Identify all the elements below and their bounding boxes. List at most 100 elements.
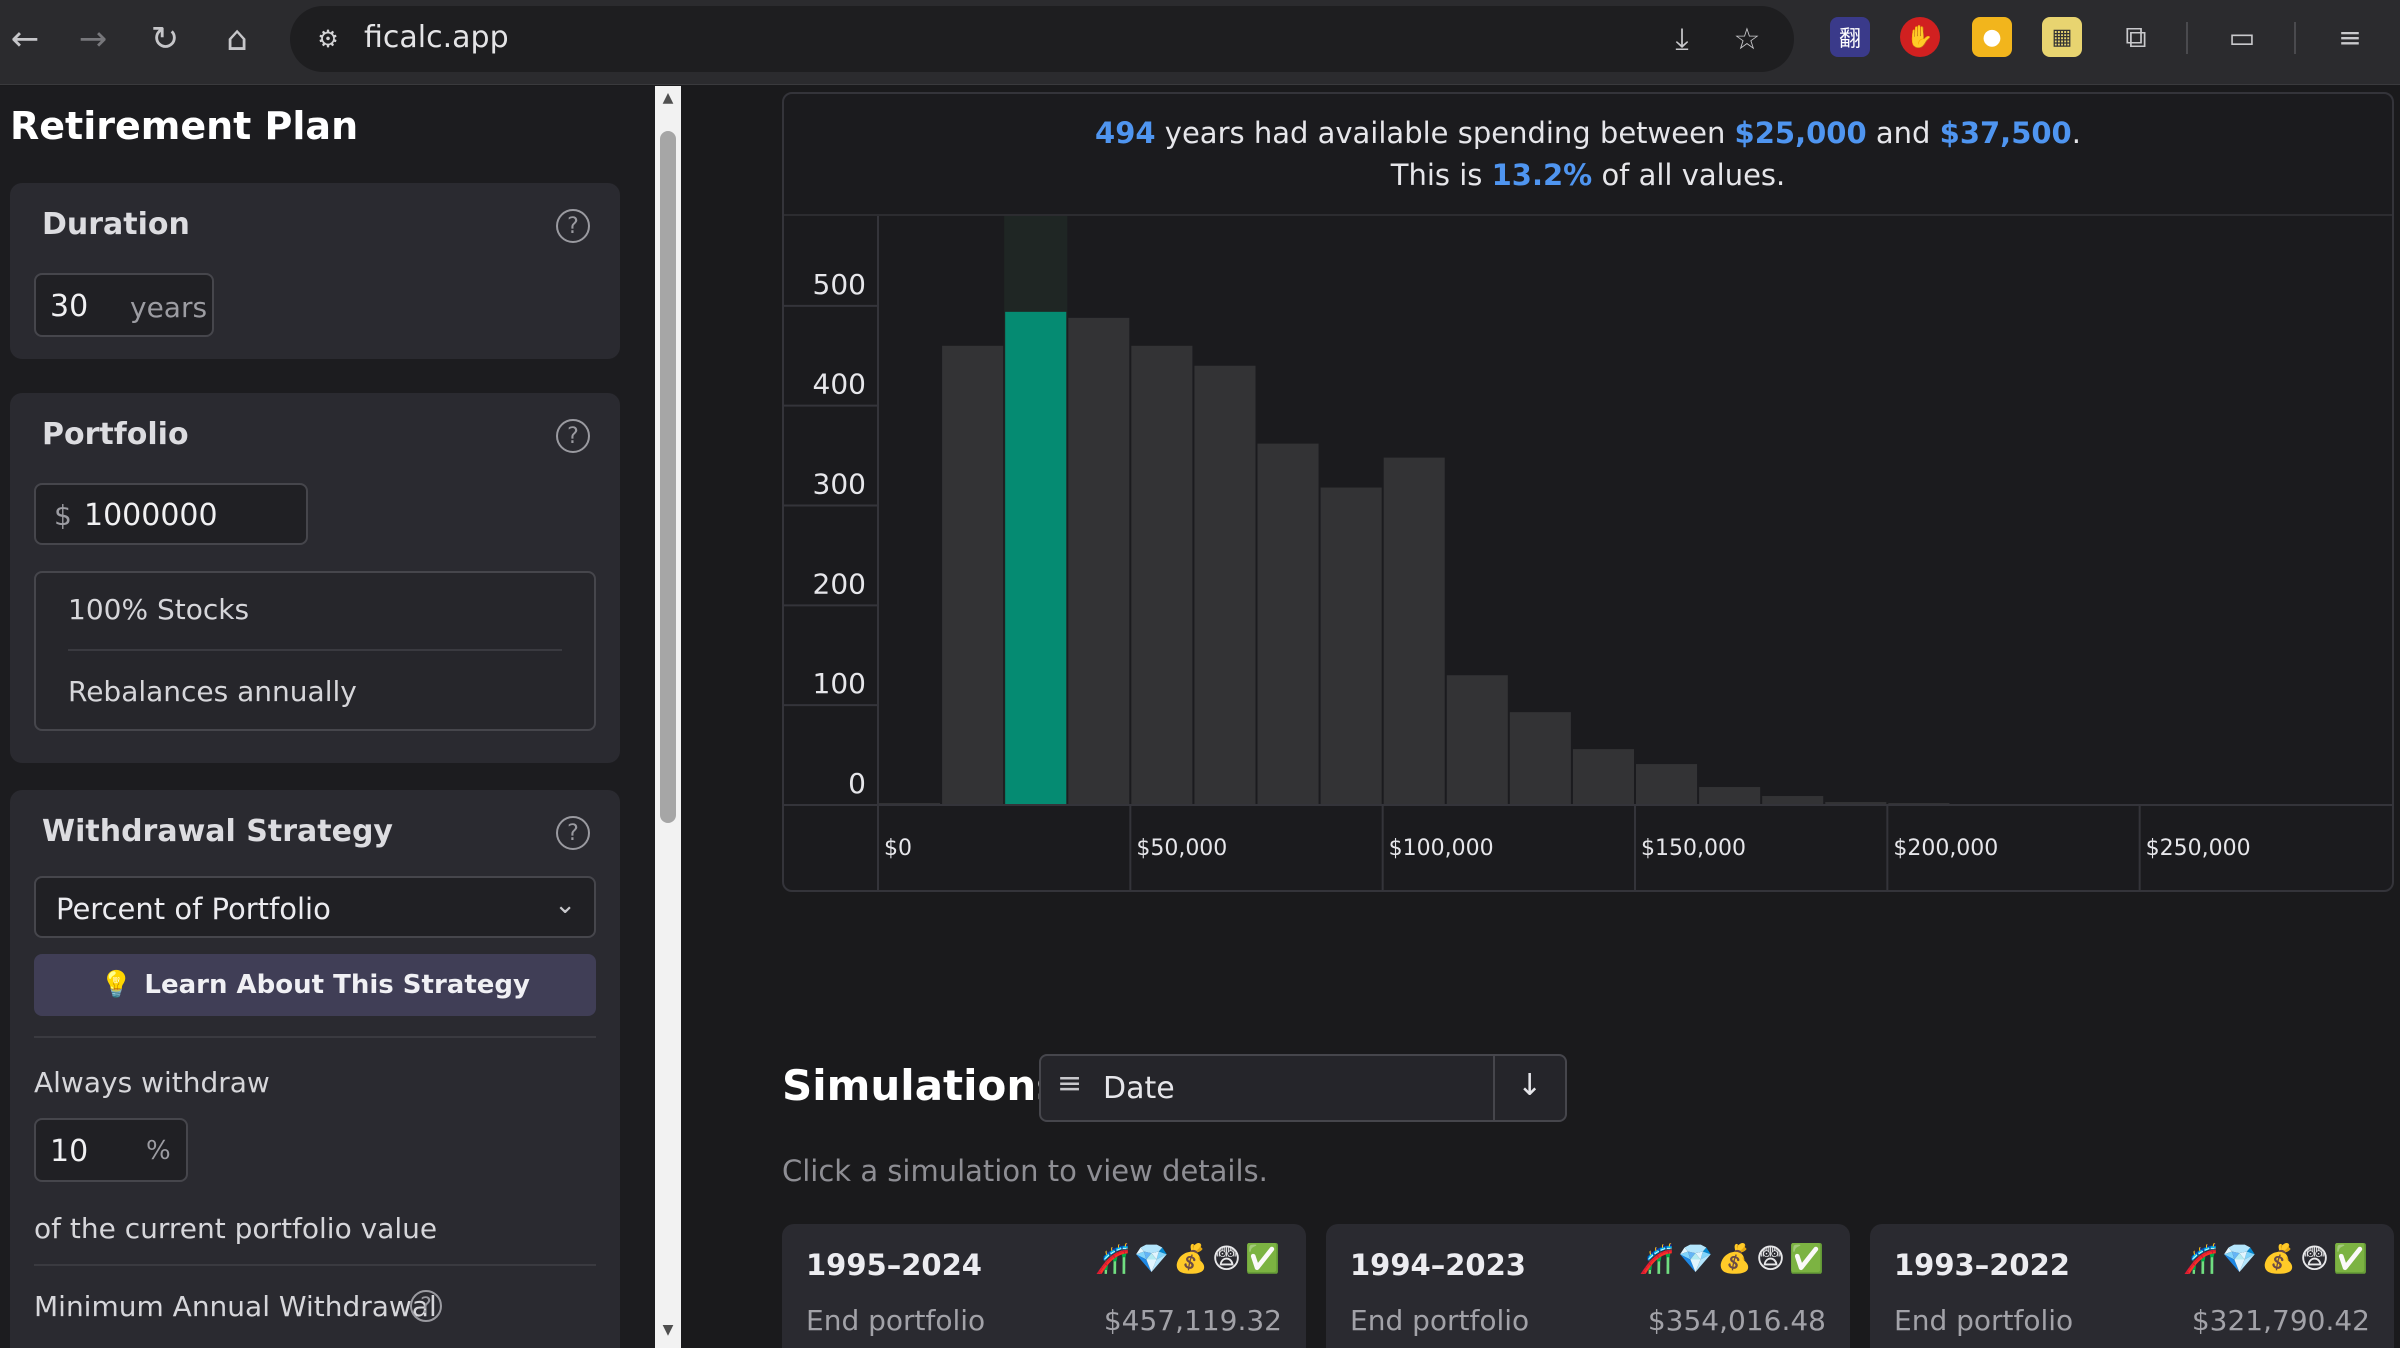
duration-value[interactable]: 30 xyxy=(50,289,89,324)
currency-symbol: $ xyxy=(54,499,72,532)
end-portfolio-value: $354,016.48 xyxy=(1647,1304,1826,1337)
x-tick-label: $100,000 xyxy=(1389,836,1494,861)
simulation-badges: 🎢💎💰😨✅ xyxy=(1095,1242,1284,1275)
help-icon[interactable]: ? xyxy=(410,1290,442,1322)
spending-histogram[interactable]: 500 400 300 200 100 0 $0 $50,000 $100,000 $150,00… xyxy=(784,216,2392,892)
histogram-bar[interactable] xyxy=(942,345,1004,805)
address-bar[interactable]: ⚙ ficalc.app ⤓ ☆ xyxy=(290,6,1794,72)
section-divider xyxy=(34,1264,596,1266)
histogram-bar[interactable] xyxy=(1572,749,1634,805)
end-portfolio-value: $457,119.32 xyxy=(1103,1304,1282,1337)
simulation-years[interactable]: 1995–2024 xyxy=(806,1248,982,1282)
histogram-bar[interactable] xyxy=(1320,487,1382,805)
summary-period: . xyxy=(2071,116,2081,150)
portfolio-title: Portfolio xyxy=(42,417,189,452)
reload-icon[interactable]: ↻ xyxy=(150,19,180,59)
simulation-card[interactable]: 1994–2023 🎢💎💰😨✅ End portfolio $354,016.4… xyxy=(1326,1224,1850,1348)
extensions-puzzle-icon[interactable]: ⧉ xyxy=(2125,19,2147,55)
withdraw-percent-value[interactable]: 10 xyxy=(50,1134,89,1169)
portfolio-value-input[interactable]: $ 1000000 xyxy=(34,483,308,545)
learn-strategy-button[interactable]: 💡 Learn About This Strategy xyxy=(34,954,596,1016)
x-tick-label: $50,000 xyxy=(1136,836,1227,861)
histogram-bar[interactable] xyxy=(1509,712,1571,805)
y-tick-label: 300 xyxy=(813,468,866,501)
site-info-icon[interactable]: ⚙ xyxy=(317,25,339,53)
end-portfolio-label: End portfolio xyxy=(1350,1304,1530,1337)
histogram-bar[interactable] xyxy=(1131,345,1193,805)
withdraw-percent-input[interactable]: 10 % xyxy=(34,1118,188,1182)
page-title: Retirement Plan xyxy=(10,104,359,148)
histogram-bar[interactable] xyxy=(1068,317,1130,805)
y-tick-label: 0 xyxy=(848,767,866,800)
y-tick-label: 500 xyxy=(813,268,866,301)
allocation-label[interactable]: 100% Stocks xyxy=(68,593,250,626)
of-portfolio-label: of the current portfolio value xyxy=(34,1212,438,1245)
x-tick-label: $200,000 xyxy=(1893,836,1998,861)
scroll-down-icon[interactable]: ▼ xyxy=(662,1322,674,1338)
home-icon[interactable]: ⌂ xyxy=(226,19,248,59)
summary-text2: This is xyxy=(1390,158,1483,192)
histogram-card: 494 years had available spending between… xyxy=(782,92,2394,892)
translate-extension-icon[interactable]: 翻 xyxy=(1830,17,1870,57)
allocation-divider xyxy=(68,649,562,651)
strategy-value[interactable]: Percent of Portfolio xyxy=(56,892,331,926)
main-content: 494 years had available spending between… xyxy=(682,86,2400,1348)
histogram-bar[interactable] xyxy=(1383,457,1445,805)
withdrawal-card: Withdrawal Strategy ? Percent of Portfol… xyxy=(10,790,620,1348)
back-icon[interactable]: ← xyxy=(10,19,40,59)
help-icon[interactable]: ? xyxy=(556,209,590,243)
image-extension-icon[interactable]: ▦ xyxy=(2042,17,2082,57)
media-queue-icon[interactable]: ≡ xyxy=(2338,20,2362,54)
scroll-up-icon[interactable]: ▲ xyxy=(662,90,674,106)
rebalance-label[interactable]: Rebalances annually xyxy=(68,675,357,708)
simulation-years[interactable]: 1994–2023 xyxy=(1350,1248,1526,1282)
summary-low: $25,000 xyxy=(1734,116,1867,150)
lightbulb-icon: 💡 xyxy=(100,970,133,1000)
learn-button-label[interactable]: Learn About This Strategy xyxy=(144,970,530,1000)
sort-select[interactable]: ≡ Date ↓ xyxy=(1039,1054,1567,1122)
sort-direction-icon[interactable]: ↓ xyxy=(1517,1068,1543,1103)
duration-card: Duration ? 30 years xyxy=(10,183,620,359)
scroll-thumb[interactable] xyxy=(660,131,676,823)
sidebar-scrollbar[interactable]: ▲ ▼ xyxy=(655,86,681,1348)
minimum-withdrawal-label: Minimum Annual Withdrawal xyxy=(34,1290,437,1323)
note-extension-icon[interactable]: ● xyxy=(1972,17,2012,57)
histogram-bar[interactable] xyxy=(1762,796,1824,805)
adblock-extension-icon[interactable]: ✋ xyxy=(1900,17,1940,57)
histogram-bar[interactable] xyxy=(1446,675,1508,805)
simulation-card[interactable]: 1993–2022 🎢💎💰😨✅ End portfolio $321,790.4… xyxy=(1870,1224,2394,1348)
simulation-badges: 🎢💎💰😨✅ xyxy=(1639,1242,1828,1275)
sort-label[interactable]: Date xyxy=(1103,1071,1175,1106)
histogram-bar[interactable] xyxy=(1699,787,1761,805)
histogram-bar[interactable] xyxy=(1636,764,1698,805)
help-icon[interactable]: ? xyxy=(556,816,590,850)
sidebar: Retirement Plan Duration ? 30 years Port… xyxy=(0,86,655,1348)
duration-unit: years xyxy=(130,291,208,324)
simulations-hint: Click a simulation to view details. xyxy=(782,1154,1268,1188)
x-tick-label: $150,000 xyxy=(1641,836,1746,861)
simulation-card[interactable]: 1995–2024 🎢💎💰😨✅ End portfolio $457,119.3… xyxy=(782,1224,1306,1348)
histogram-bar[interactable] xyxy=(1825,802,1887,805)
url-text[interactable]: ficalc.app xyxy=(364,20,509,55)
help-icon[interactable]: ? xyxy=(556,419,590,453)
install-app-icon[interactable]: ⤓ xyxy=(1675,21,1689,57)
strategy-select[interactable]: Percent of Portfolio ⌄ xyxy=(34,876,596,938)
end-portfolio-value: $321,790.42 xyxy=(2191,1304,2370,1337)
simulations-title: Simulations xyxy=(782,1061,1062,1110)
portfolio-value[interactable]: 1000000 xyxy=(84,498,218,533)
bookmark-star-icon[interactable]: ☆ xyxy=(1733,21,1761,57)
cast-icon[interactable]: ▭ xyxy=(2228,20,2256,54)
allocation-box[interactable]: 100% Stocks Rebalances annually xyxy=(34,571,596,731)
sort-divider xyxy=(1493,1056,1495,1120)
x-tick-label: $0 xyxy=(884,836,912,861)
duration-title: Duration xyxy=(42,207,190,242)
duration-input[interactable]: 30 years xyxy=(34,273,214,337)
summary-text3: of all values. xyxy=(1601,158,1786,192)
histogram-bar[interactable] xyxy=(1005,311,1067,805)
histogram-bar[interactable] xyxy=(1194,365,1256,805)
histogram-bar[interactable] xyxy=(1257,443,1319,805)
simulation-years[interactable]: 1993–2022 xyxy=(1894,1248,2070,1282)
summary-high: $37,500 xyxy=(1939,116,2072,150)
chevron-down-icon[interactable]: ⌄ xyxy=(554,890,576,920)
forward-icon[interactable]: → xyxy=(78,19,108,59)
